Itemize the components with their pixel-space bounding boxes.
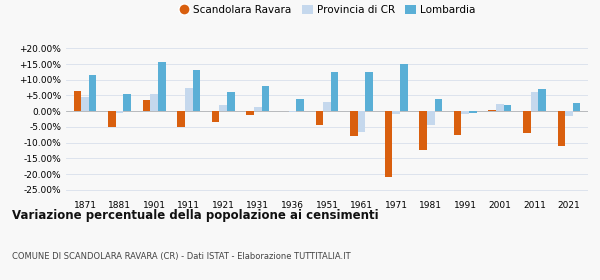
Bar bbox=[503, 105, 511, 111]
Bar bbox=[461, 111, 469, 114]
Bar bbox=[331, 72, 338, 111]
Bar bbox=[116, 111, 124, 113]
Bar bbox=[193, 70, 200, 111]
Bar bbox=[227, 92, 235, 111]
Bar bbox=[81, 97, 89, 111]
Bar bbox=[469, 111, 476, 113]
Bar bbox=[220, 105, 227, 111]
Bar bbox=[538, 89, 546, 111]
Bar bbox=[316, 111, 323, 125]
Bar bbox=[454, 111, 461, 135]
Bar bbox=[434, 99, 442, 111]
Bar bbox=[143, 100, 151, 111]
Legend: Scandolara Ravara, Provincia di CR, Lombardia: Scandolara Ravara, Provincia di CR, Lomb… bbox=[175, 1, 479, 20]
Bar bbox=[296, 99, 304, 111]
Bar bbox=[350, 111, 358, 136]
Text: Variazione percentuale della popolazione ai censimenti: Variazione percentuale della popolazione… bbox=[12, 209, 379, 221]
Bar bbox=[427, 111, 434, 125]
Bar bbox=[151, 94, 158, 111]
Bar bbox=[289, 111, 296, 112]
Bar bbox=[185, 88, 193, 111]
Bar bbox=[358, 111, 365, 132]
Bar bbox=[158, 62, 166, 111]
Bar bbox=[74, 91, 81, 111]
Text: COMUNE DI SCANDOLARA RAVARA (CR) - Dati ISTAT - Elaborazione TUTTITALIA.IT: COMUNE DI SCANDOLARA RAVARA (CR) - Dati … bbox=[12, 252, 350, 261]
Bar bbox=[573, 103, 580, 111]
Bar bbox=[523, 111, 530, 133]
Bar bbox=[108, 111, 116, 127]
Bar bbox=[254, 107, 262, 111]
Bar bbox=[89, 75, 97, 111]
Bar bbox=[365, 72, 373, 111]
Bar bbox=[247, 111, 254, 115]
Bar bbox=[124, 94, 131, 111]
Bar bbox=[392, 111, 400, 114]
Bar bbox=[400, 64, 407, 111]
Bar bbox=[212, 111, 220, 122]
Bar bbox=[262, 86, 269, 111]
Bar bbox=[385, 111, 392, 177]
Bar bbox=[530, 92, 538, 111]
Bar bbox=[488, 109, 496, 111]
Bar bbox=[178, 111, 185, 127]
Bar bbox=[557, 111, 565, 146]
Bar bbox=[496, 104, 503, 111]
Bar bbox=[565, 111, 573, 116]
Bar bbox=[419, 111, 427, 150]
Bar bbox=[323, 102, 331, 111]
